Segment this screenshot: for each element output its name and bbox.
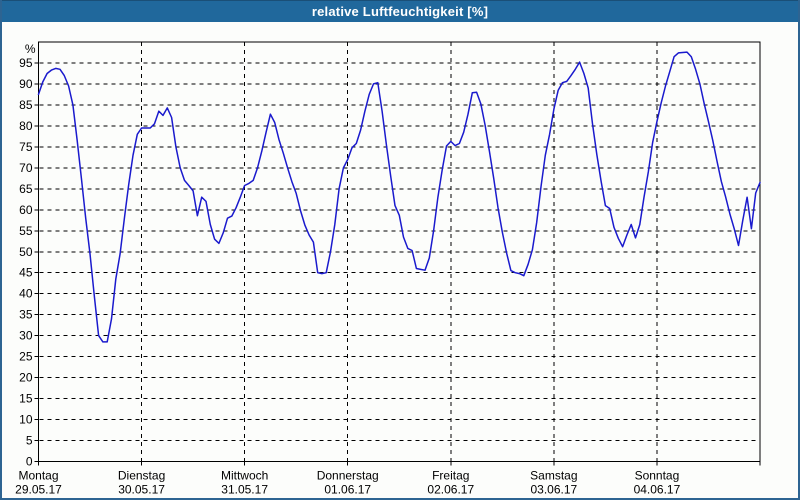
y-tick-label: 45 xyxy=(19,266,33,280)
day-label: Freitag xyxy=(432,469,469,483)
humidity-chart: 0 5 10 15 20 25 30 35 40 45 50 55 60 65 70 75 80 85 90 95% M… xyxy=(15,41,761,497)
y-tick-label: 30 xyxy=(19,329,33,343)
y-tick-label: 90 xyxy=(19,77,33,91)
y-tick-label: 20 xyxy=(19,371,33,385)
date-label: 31.05.17 xyxy=(221,483,268,497)
y-tick-label: 0 xyxy=(26,455,33,469)
date-label: 29.05.17 xyxy=(15,483,62,497)
day-label: Dienstag xyxy=(118,469,165,483)
humidity-series-line xyxy=(37,51,761,343)
day-label: Mittwoch xyxy=(221,469,268,483)
date-label: 02.06.17 xyxy=(427,483,474,497)
date-label: 03.06.17 xyxy=(530,483,577,497)
day-label: Samstag xyxy=(530,469,577,483)
y-tick-label: 80 xyxy=(19,119,33,133)
y-tick-label: 65 xyxy=(19,182,33,196)
date-label: 30.05.17 xyxy=(118,483,165,497)
y-axis-unit-label: % xyxy=(25,42,36,56)
date-label: 04.06.17 xyxy=(634,483,681,497)
y-axis: 0 5 10 15 20 25 30 35 40 45 50 55 60 65 70 75 80 85 90 95% xyxy=(19,42,39,469)
y-tick-label: 85 xyxy=(19,98,33,112)
y-tick-label: 95 xyxy=(19,56,33,70)
date-label: 01.06.17 xyxy=(324,483,371,497)
chart-area: 0 5 10 15 20 25 30 35 40 45 50 55 60 65 70 75 80 85 90 95% M… xyxy=(2,22,798,498)
y-tick-label: 50 xyxy=(19,245,33,259)
y-tick-label: 40 xyxy=(19,287,33,301)
y-tick-label: 55 xyxy=(19,224,33,238)
y-tick-label: 5 xyxy=(26,434,33,448)
window-title: relative Luftfeuchtigkeit [%] xyxy=(311,4,489,19)
y-tick-label: 75 xyxy=(19,140,33,154)
y-tick-label: 10 xyxy=(19,413,33,427)
title-bar: relative Luftfeuchtigkeit [%] xyxy=(2,0,798,22)
y-tick-label: 35 xyxy=(19,308,33,322)
day-label: Donnerstag xyxy=(317,469,379,483)
grid xyxy=(39,42,760,462)
y-tick-label: 60 xyxy=(19,203,33,217)
day-label: Montag xyxy=(18,469,58,483)
day-label: Sonntag xyxy=(635,469,680,483)
y-tick-label: 25 xyxy=(19,350,33,364)
y-tick-label: 70 xyxy=(19,161,33,175)
y-tick-label: 15 xyxy=(19,392,33,406)
